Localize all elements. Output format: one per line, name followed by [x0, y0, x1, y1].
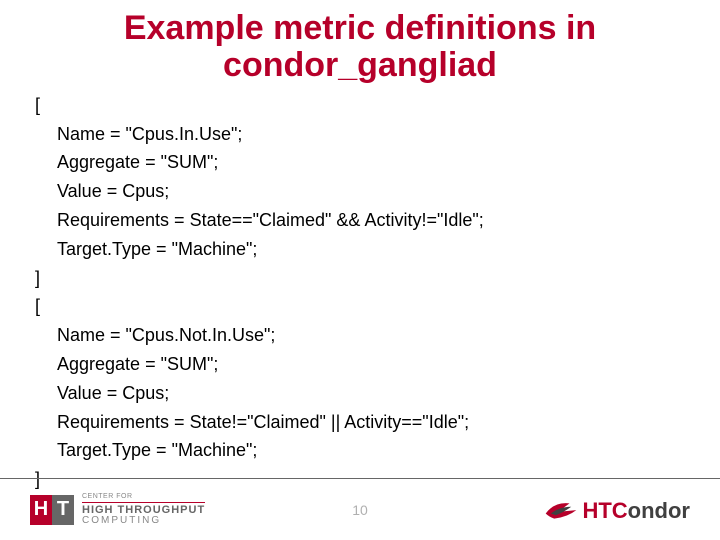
htcondor-logo: HTCondor [544, 498, 690, 524]
chtc-text: CENTER FOR HIGH THROUGHPUT COMPUTING [82, 493, 205, 526]
open-bracket-2: [ [35, 292, 685, 321]
page-number: 10 [352, 502, 368, 518]
htcondor-text: HTCondor [582, 498, 690, 524]
def1-line5: Target.Type = "Machine"; [57, 235, 685, 264]
close-bracket-1: ] [35, 264, 685, 293]
h-letter-icon: H [30, 495, 52, 525]
def1-line4: Requirements = State=="Claimed" && Activ… [57, 206, 685, 235]
htcondor-part1: HTC [582, 498, 627, 523]
def2-line5: Target.Type = "Machine"; [57, 436, 685, 465]
footer: H T CENTER FOR HIGH THROUGHPUT COMPUTING… [0, 478, 720, 534]
def2-line2: Aggregate = "SUM"; [57, 350, 685, 379]
slide-title: Example metric definitions in condor_gan… [35, 10, 685, 85]
def2-line3: Value = Cpus; [57, 379, 685, 408]
chtc-line3: COMPUTING [82, 516, 205, 526]
def1-line1: Name = "Cpus.In.Use"; [57, 120, 685, 149]
def2-line1: Name = "Cpus.Not.In.Use"; [57, 321, 685, 350]
chtc-line1: CENTER FOR [82, 493, 205, 503]
ht-icon: H T [30, 495, 74, 525]
slide-container: Example metric definitions in condor_gan… [0, 0, 720, 540]
open-bracket-1: [ [35, 91, 685, 120]
def2-line4: Requirements = State!="Claimed" || Activ… [57, 408, 685, 437]
def1-line2: Aggregate = "SUM"; [57, 148, 685, 177]
code-content: [ Name = "Cpus.In.Use"; Aggregate = "SUM… [35, 91, 685, 494]
htcondor-part2: ondor [628, 498, 690, 523]
condor-wing-icon [544, 498, 578, 524]
def1-line3: Value = Cpus; [57, 177, 685, 206]
t-letter-icon: T [52, 495, 74, 525]
chtc-logo: H T CENTER FOR HIGH THROUGHPUT COMPUTING [30, 493, 205, 526]
